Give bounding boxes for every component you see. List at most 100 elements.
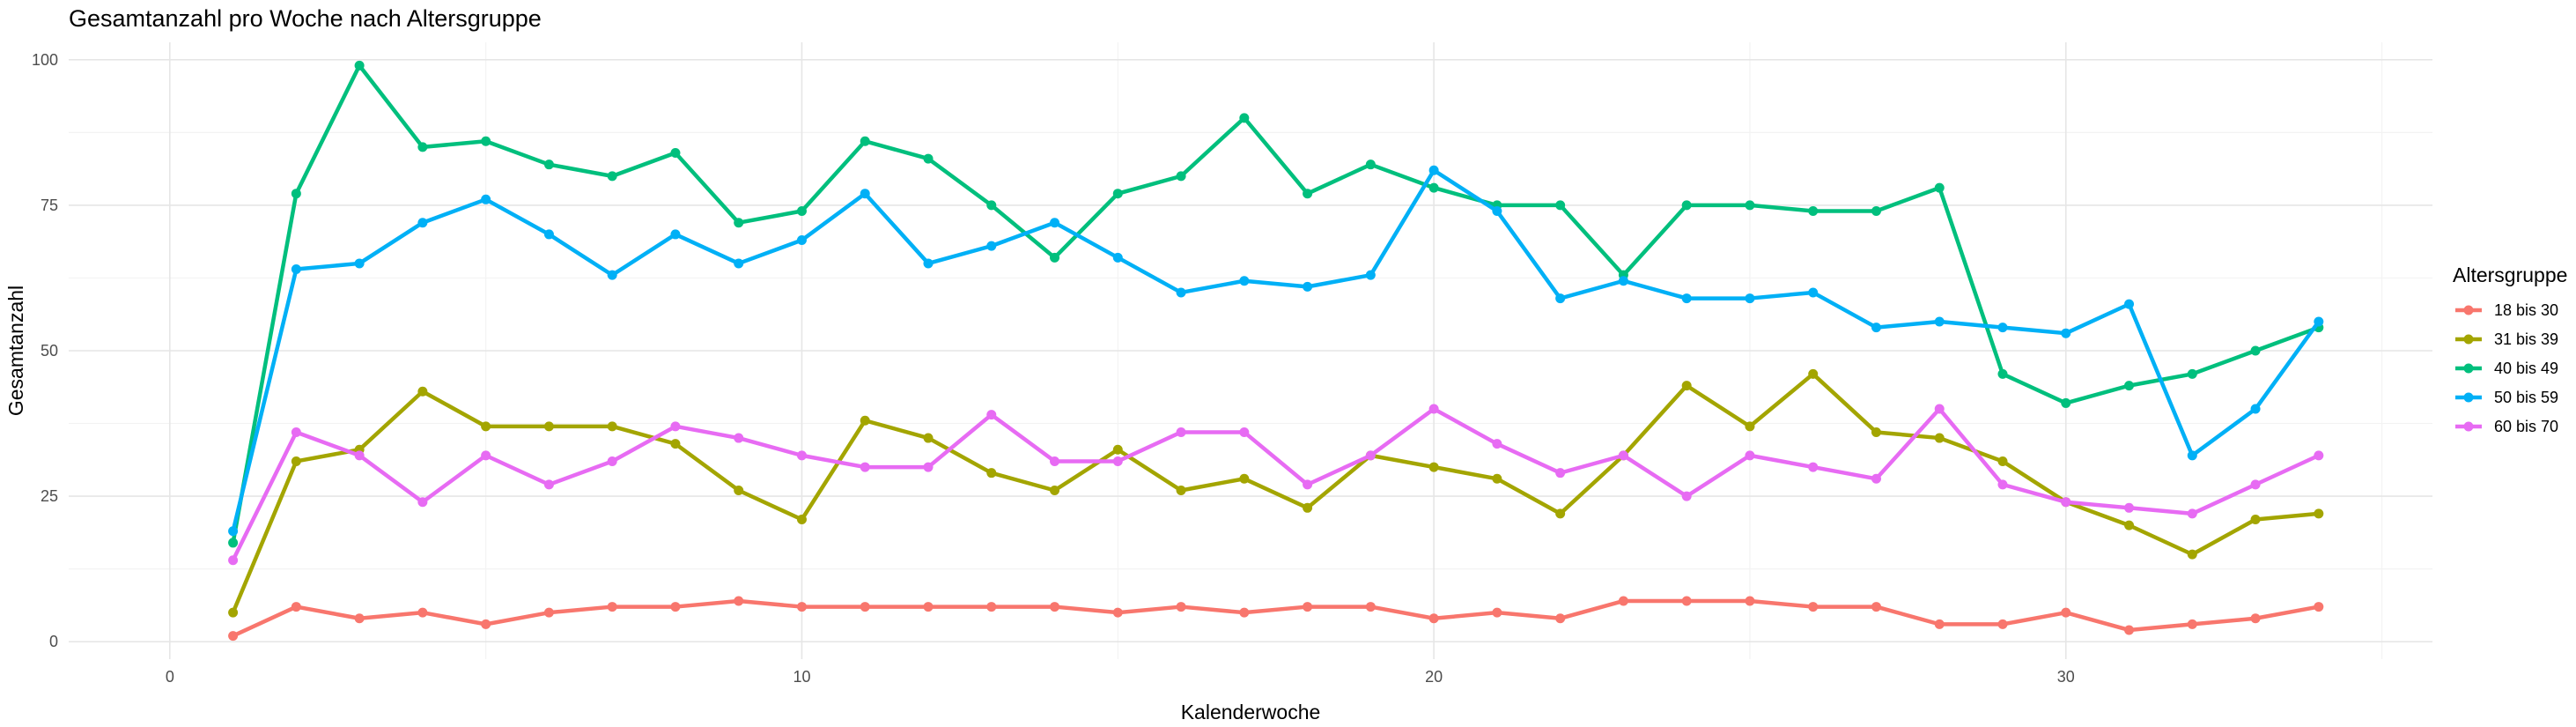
data-point [2250, 345, 2261, 356]
data-point [1112, 456, 1123, 466]
data-point [860, 462, 870, 472]
legend-label: 60 bis 70 [2494, 418, 2558, 435]
data-point [1492, 206, 1502, 217]
data-point [291, 427, 301, 437]
series-line [231, 598, 2321, 638]
data-point [923, 602, 934, 612]
data-point [1365, 270, 1376, 280]
data-point [1745, 421, 1755, 432]
data-point [2187, 619, 2197, 629]
data-point [923, 258, 934, 269]
data-point [2061, 397, 2071, 408]
data-point [670, 602, 681, 612]
data-point [2187, 508, 2197, 519]
data-point [607, 171, 617, 182]
data-point [543, 421, 554, 432]
data-point [607, 602, 617, 612]
data-point [1303, 281, 1313, 292]
data-point [670, 439, 681, 449]
data-point [1555, 508, 1566, 519]
data-point [1428, 462, 1439, 472]
data-point [481, 194, 491, 204]
data-point [1239, 113, 1250, 123]
x-tick-label: 30 [2057, 668, 2075, 686]
data-point [354, 60, 365, 70]
data-point [1681, 200, 1692, 211]
data-point [1555, 468, 1566, 478]
data-point [1871, 427, 1881, 437]
data-point [986, 410, 997, 420]
data-point [417, 607, 428, 618]
chart-title: Gesamtanzahl pro Woche nach Altersgruppe [69, 5, 542, 32]
data-point [1112, 189, 1123, 199]
data-point [2187, 450, 2197, 461]
data-point [1997, 479, 2008, 490]
data-point [1303, 602, 1313, 612]
data-point [1997, 456, 2008, 466]
data-point [228, 555, 239, 566]
series-lines [228, 60, 2324, 642]
data-point [986, 602, 997, 612]
x-tick-label: 10 [793, 668, 810, 686]
data-point [1555, 613, 1566, 624]
data-point [796, 450, 807, 461]
data-point [228, 526, 239, 537]
data-point [1239, 607, 1250, 618]
data-point [1050, 252, 1060, 263]
data-point [1934, 619, 1945, 629]
data-point [1681, 596, 1692, 606]
data-point [1745, 450, 1755, 461]
data-point [1681, 381, 1692, 391]
legend-label: 40 bis 49 [2494, 360, 2558, 377]
data-point [1555, 200, 1566, 211]
data-point [1618, 450, 1628, 461]
data-point [1745, 200, 1755, 211]
data-point [2314, 450, 2324, 461]
data-point [2061, 497, 2071, 508]
data-point [2187, 549, 2197, 560]
data-point [1871, 206, 1881, 217]
data-point [860, 602, 870, 612]
x-tick-label: 0 [166, 668, 174, 686]
data-point [354, 258, 365, 269]
data-point [2314, 508, 2324, 519]
data-point [1176, 485, 1186, 495]
series-4 [228, 165, 2324, 537]
series-3 [228, 60, 2324, 548]
data-point [1428, 404, 1439, 414]
data-point [228, 607, 239, 618]
data-point [2187, 368, 2197, 379]
data-point [543, 229, 554, 240]
data-point [2250, 479, 2261, 490]
y-tick-label: 0 [49, 633, 58, 650]
legend-item: 31 bis 39 [2455, 330, 2558, 348]
data-point [1808, 602, 1819, 612]
y-tick-label: 100 [32, 51, 58, 69]
legend: Altersgruppe 18 bis 30 31 bis 39 40 bis 49… [2453, 263, 2567, 435]
data-point [2250, 515, 2261, 525]
data-point [354, 613, 365, 624]
data-point [1428, 182, 1439, 193]
data-point [1112, 607, 1123, 618]
data-point [1050, 485, 1060, 495]
data-point [1492, 607, 1502, 618]
data-point [796, 206, 807, 217]
data-point [228, 631, 239, 642]
data-point [1176, 171, 1186, 182]
data-point [986, 468, 997, 478]
x-axis-title: Kalenderwoche [1181, 701, 1321, 723]
data-point [481, 450, 491, 461]
data-point [796, 235, 807, 246]
data-point [354, 450, 365, 461]
data-point [228, 538, 239, 548]
data-point [1934, 316, 1945, 327]
data-point [1112, 252, 1123, 263]
data-point [734, 218, 744, 228]
grid-lines [69, 42, 2432, 659]
data-point [291, 456, 301, 466]
data-point [860, 136, 870, 146]
data-point [1239, 427, 1250, 437]
y-tick-label: 75 [41, 197, 58, 214]
data-point [986, 241, 997, 251]
